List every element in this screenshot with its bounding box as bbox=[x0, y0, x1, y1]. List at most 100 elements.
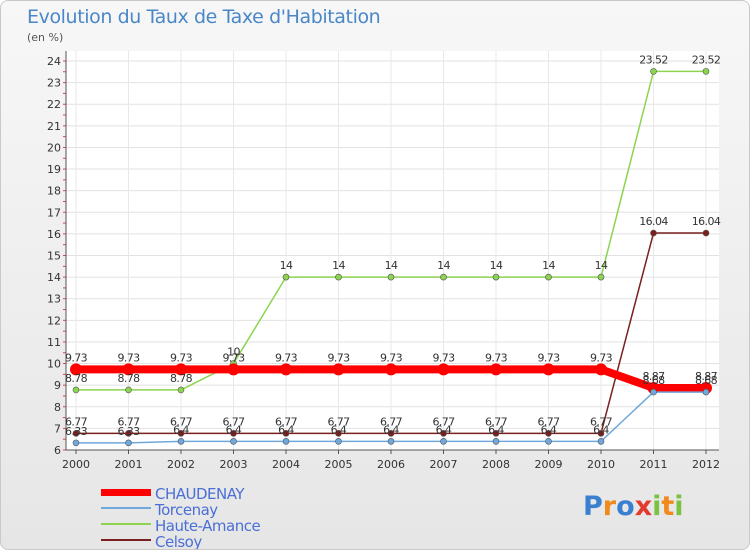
data-point-torcenay bbox=[702, 388, 710, 396]
data-point-chaudenay bbox=[542, 363, 555, 376]
data-point-chaudenay bbox=[490, 363, 502, 376]
y-tick-label: 9 bbox=[54, 379, 61, 392]
chart-title: Evolution du Taux de Taxe d'Habitation bbox=[27, 6, 381, 28]
data-point-torcenay bbox=[335, 438, 342, 445]
data-point-haute-amance bbox=[335, 273, 342, 281]
y-tick-label: 14 bbox=[47, 271, 61, 284]
data-label: 6.4 bbox=[383, 423, 399, 436]
data-point-torcenay bbox=[177, 438, 185, 445]
data-label: 9.73 bbox=[327, 351, 350, 364]
data-label: 6.77 bbox=[222, 415, 245, 428]
y-tick-label: 11 bbox=[47, 336, 61, 349]
legend-label: Torcenay bbox=[155, 501, 218, 519]
data-label: 23.52 bbox=[639, 53, 668, 66]
x-tick-label: 2000 bbox=[62, 458, 90, 471]
data-point-haute-amance bbox=[492, 273, 500, 281]
data-label: 14 bbox=[385, 259, 398, 272]
proxiti-logo: Proxiti bbox=[583, 491, 684, 522]
x-tick-label: 2004 bbox=[272, 458, 300, 471]
x-tick-label: 2011 bbox=[640, 458, 668, 471]
data-point-haute-amance bbox=[440, 273, 447, 281]
data-label: 14 bbox=[437, 259, 450, 272]
data-point-torcenay bbox=[492, 438, 500, 445]
logo-letter: i bbox=[652, 491, 662, 522]
data-point-haute-amance bbox=[650, 68, 657, 75]
data-point-torcenay bbox=[125, 439, 132, 447]
data-label: 14 bbox=[595, 259, 608, 272]
data-label: 9.73 bbox=[380, 351, 403, 364]
data-label: 9.73 bbox=[432, 351, 455, 364]
data-label: 6.77 bbox=[65, 415, 88, 428]
data-point-haute-amance bbox=[72, 386, 80, 394]
data-point-chaudenay bbox=[122, 363, 135, 376]
data-label: 6.77 bbox=[117, 415, 140, 428]
data-label: 14 bbox=[490, 259, 503, 272]
data-point-chaudenay bbox=[280, 363, 292, 376]
data-point-haute-amance bbox=[177, 386, 185, 394]
data-point-chaudenay bbox=[332, 363, 345, 376]
y-tick-label: 17 bbox=[47, 206, 61, 219]
data-point-chaudenay bbox=[70, 363, 82, 376]
data-label: 6.77 bbox=[380, 415, 403, 428]
data-point-celsoy bbox=[650, 229, 657, 237]
data-label: 6.77 bbox=[590, 415, 613, 428]
x-tick-label: 2009 bbox=[535, 458, 563, 471]
y-tick-label: 16 bbox=[47, 228, 61, 241]
data-point-celsoy bbox=[492, 430, 500, 437]
data-label: 6.4 bbox=[173, 423, 189, 436]
y-tick-label: 15 bbox=[47, 250, 61, 263]
data-point-haute-amance bbox=[125, 386, 132, 394]
y-tick-label: 8 bbox=[54, 401, 61, 414]
plot-area bbox=[66, 51, 719, 450]
y-tick-label: 6 bbox=[54, 444, 61, 457]
data-label: 9.73 bbox=[117, 351, 140, 364]
y-tick-label: 22 bbox=[47, 98, 61, 111]
data-label: 8.87 bbox=[642, 370, 665, 383]
data-point-celsoy bbox=[125, 430, 132, 437]
logo-letter: t bbox=[661, 491, 675, 522]
data-label: 6.77 bbox=[275, 415, 298, 428]
data-label: 6.33 bbox=[65, 425, 88, 438]
data-point-haute-amance bbox=[597, 273, 605, 281]
data-point-torcenay bbox=[650, 388, 657, 396]
chart-subtitle: (en %) bbox=[27, 31, 64, 44]
data-point-celsoy bbox=[230, 430, 237, 437]
data-point-torcenay bbox=[387, 438, 395, 445]
y-tick-label: 12 bbox=[47, 314, 61, 327]
y-tick-label: 24 bbox=[47, 55, 61, 68]
data-point-celsoy bbox=[545, 430, 552, 437]
data-point-chaudenay bbox=[227, 363, 240, 376]
x-tick-label: 2006 bbox=[377, 458, 405, 471]
data-label: 6.77 bbox=[327, 415, 350, 428]
y-tick-label: 10 bbox=[47, 358, 61, 371]
logo-letter: o bbox=[616, 491, 635, 522]
data-label: 14 bbox=[280, 259, 293, 272]
data-label: 23.52 bbox=[692, 53, 721, 66]
y-tick-label: 23 bbox=[47, 77, 61, 90]
logo-letter: x bbox=[634, 491, 653, 522]
data-label: 6.77 bbox=[170, 415, 193, 428]
data-point-celsoy bbox=[440, 430, 447, 437]
data-label: 6.77 bbox=[432, 415, 455, 428]
data-point-torcenay bbox=[282, 438, 290, 445]
data-point-chaudenay bbox=[175, 363, 187, 376]
data-point-chaudenay bbox=[437, 363, 450, 376]
data-label: 6.4 bbox=[331, 423, 347, 436]
data-label: 6.77 bbox=[537, 415, 560, 428]
data-label: 9.73 bbox=[537, 351, 560, 364]
data-point-celsoy bbox=[177, 430, 185, 437]
data-label: 8.78 bbox=[65, 372, 88, 385]
data-label: 9.73 bbox=[590, 351, 613, 364]
data-point-torcenay bbox=[230, 438, 237, 445]
x-tick-label: 2002 bbox=[167, 458, 195, 471]
data-label: 6.77 bbox=[485, 415, 508, 428]
data-label: 6.4 bbox=[278, 423, 294, 436]
data-label: 8.68 bbox=[642, 374, 665, 387]
legend-swatch bbox=[101, 489, 151, 496]
data-label: 8.68 bbox=[695, 374, 718, 387]
x-tick-label: 2003 bbox=[220, 458, 248, 471]
x-tick-label: 2008 bbox=[482, 458, 510, 471]
data-label: 6.4 bbox=[436, 423, 452, 436]
